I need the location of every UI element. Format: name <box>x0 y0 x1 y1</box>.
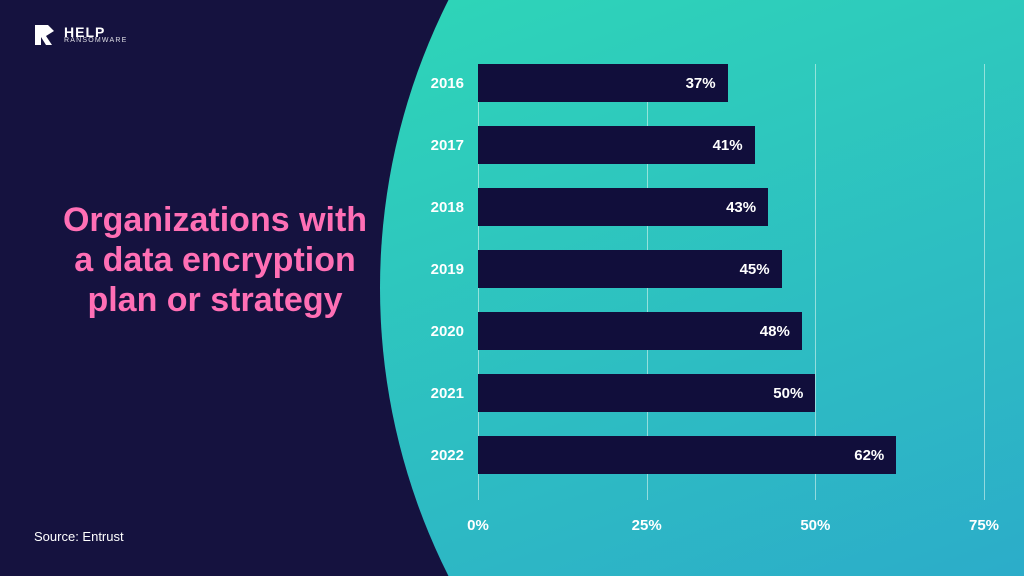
logo-text-sub: RANSOMWARE <box>64 38 127 44</box>
bar: 43% <box>478 188 768 226</box>
bar-track: 41% <box>478 126 984 164</box>
bar: 62% <box>478 436 896 474</box>
bar-track: 62% <box>478 436 984 474</box>
y-axis-label: 2021 <box>404 385 464 402</box>
chart-row: 2016 37% <box>404 64 984 102</box>
chart-row: 2017 41% <box>404 126 984 164</box>
chart-row: 2019 45% <box>404 250 984 288</box>
gridline <box>984 64 985 500</box>
source-label: Source: Entrust <box>34 529 124 544</box>
bar-track: 43% <box>478 188 984 226</box>
y-axis-label: 2016 <box>404 75 464 92</box>
chart-row: 2020 48% <box>404 312 984 350</box>
y-axis-label: 2017 <box>404 137 464 154</box>
bar-track: 45% <box>478 250 984 288</box>
bar: 41% <box>478 126 755 164</box>
chart-row: 2018 43% <box>404 188 984 226</box>
chart-title: Organizations with a data encryption pla… <box>60 200 370 320</box>
bar-track: 50% <box>478 374 984 412</box>
bar: 45% <box>478 250 782 288</box>
x-axis-label: 25% <box>632 517 662 534</box>
x-axis-label: 0% <box>467 517 489 534</box>
x-axis-label: 50% <box>800 517 830 534</box>
bar: 37% <box>478 64 728 102</box>
bar: 48% <box>478 312 802 350</box>
infographic-canvas: HELP RANSOMWARE Organizations with a dat… <box>0 0 1024 576</box>
y-axis-label: 2019 <box>404 261 464 278</box>
chart-row: 2022 62% <box>404 436 984 474</box>
y-axis-label: 2022 <box>404 447 464 464</box>
chart-row: 2021 50% <box>404 374 984 412</box>
brand-logo: HELP RANSOMWARE <box>32 22 127 48</box>
logo-icon <box>32 22 58 48</box>
bar: 50% <box>478 374 815 412</box>
y-axis-label: 2020 <box>404 323 464 340</box>
x-axis-label: 75% <box>969 517 999 534</box>
bar-track: 48% <box>478 312 984 350</box>
bar-track: 37% <box>478 64 984 102</box>
bar-chart: 0%25%50%75%201637%201741%201843%201945%2… <box>404 64 984 534</box>
y-axis-label: 2018 <box>404 199 464 216</box>
